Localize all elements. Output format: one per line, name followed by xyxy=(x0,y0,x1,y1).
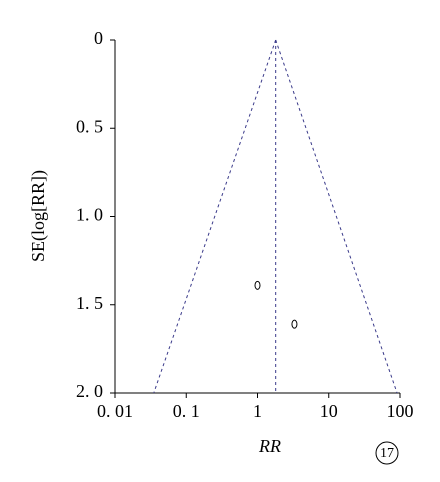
funnel-left xyxy=(153,39,277,394)
annotation: 17 xyxy=(380,446,394,461)
x-tick-label: 0. 1 xyxy=(173,401,200,421)
x-tick-label: 1 xyxy=(253,401,262,421)
y-tick-label: 0 xyxy=(94,28,103,48)
y-axis-label: SE(log[RR]) xyxy=(28,170,49,262)
point xyxy=(254,280,261,290)
y-tick-label: 1. 5 xyxy=(76,293,103,313)
x-tick-label: 100 xyxy=(387,401,414,421)
y-tick-label: 0. 5 xyxy=(76,116,103,136)
x-tick-label: 0. 01 xyxy=(97,401,133,421)
annotation-circle xyxy=(375,441,399,465)
y-tick-label: 2. 0 xyxy=(76,381,103,401)
x-axis-label: RR xyxy=(258,436,281,456)
funnel-right xyxy=(275,39,398,394)
y-tick-label: 1. 0 xyxy=(76,205,103,225)
x-tick-label: 10 xyxy=(320,401,338,421)
point xyxy=(291,319,298,329)
